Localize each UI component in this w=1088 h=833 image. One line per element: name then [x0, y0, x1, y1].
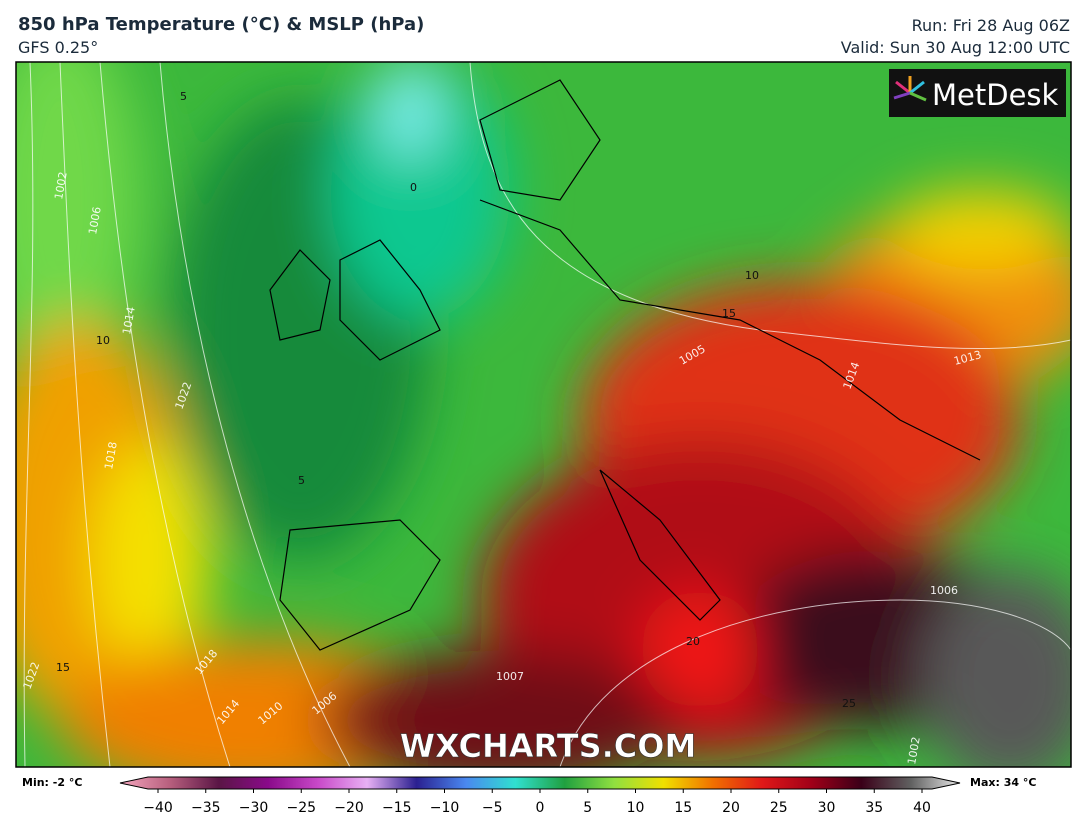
isobar-label: 1018	[102, 441, 120, 471]
title: 850 hPa Temperature (°C) & MSLP (hPa)	[18, 14, 425, 35]
isotherm-label: 10	[745, 269, 759, 282]
temperature-field: 1002 1006 1014 1022 1018 1010 1006 1014 …	[16, 62, 1071, 767]
logo-text: MetDesk	[932, 78, 1059, 112]
logo-box	[889, 69, 1066, 117]
isobar-label: 1002	[905, 736, 923, 766]
logo-icon	[893, 76, 927, 102]
run: Run: Fri 28 Aug 06Z	[911, 16, 1070, 35]
model: GFS 0.25°	[18, 38, 99, 57]
isotherm-label: 15	[722, 307, 736, 320]
isotherm-label: 20	[686, 635, 700, 648]
isotherm-label: 5	[180, 90, 187, 103]
colorbar-tick-label: 15	[674, 800, 692, 816]
colorbar-bar	[119, 776, 961, 790]
colorbar-tick-label: −15	[382, 800, 412, 816]
isobar-label: 1006	[930, 584, 958, 597]
colorbar-tick-label: 0	[536, 800, 545, 816]
watermark: WXCHARTS.COM	[400, 727, 697, 765]
colorbar-tick-label: −40	[143, 800, 173, 816]
map-frame	[15, 61, 1072, 768]
colorbar-tick-label: 30	[818, 800, 836, 816]
colorbar-tick-label: 5	[583, 800, 592, 816]
isotherm-label: 10	[96, 334, 110, 347]
colorbar-tick-label: −30	[239, 800, 269, 816]
isobar-label: 1002	[52, 171, 70, 201]
isobar-label: 1007	[496, 670, 524, 683]
isobar-label: 1014	[120, 306, 138, 336]
colorbar-tick-label: 35	[865, 800, 883, 816]
colorbar-tick-label: −5	[482, 800, 503, 816]
isotherm-label: 5	[298, 474, 305, 487]
valid: Valid: Sun 30 Aug 12:00 UTC	[840, 38, 1070, 57]
colorbar-tick-label: −25	[286, 800, 316, 816]
max-label: Max: 34 °C	[970, 776, 1036, 789]
colorbar-tick-label: 25	[770, 800, 788, 816]
isotherm-label: 15	[56, 661, 70, 674]
colorbar-tick-label: −10	[430, 800, 460, 816]
isotherm-label: 0	[410, 181, 417, 194]
colorbar-tick-label: −20	[334, 800, 364, 816]
min-label: Min: -2 °C	[22, 776, 82, 789]
isotherm-label: 25	[842, 697, 856, 710]
colorbar-tick-label: 40	[913, 800, 931, 816]
colorbar-tick-label: 10	[627, 800, 645, 816]
colorbar: −40 −35 −30 −25 −20 −15 −10 −5 0 5 10 15 20 25 30 35 40	[119, 776, 961, 816]
isobar-label: 1006	[86, 206, 104, 236]
colorbar-tick-label: 20	[722, 800, 740, 816]
colorbar-tick-label: −35	[191, 800, 221, 816]
